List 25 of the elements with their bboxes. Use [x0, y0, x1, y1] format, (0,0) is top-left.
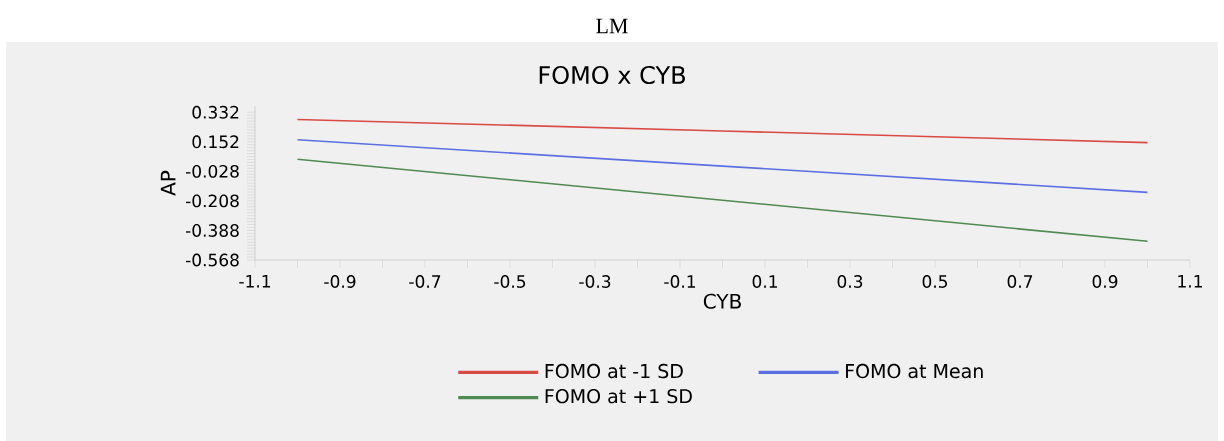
- chart-subtitle: FOMO x CYB: [539, 65, 685, 85]
- x-tick-label: 0.7: [1007, 275, 1033, 288]
- x-axis-title: CYB: [703, 293, 741, 309]
- legend-label: FOMO at +1 SD: [545, 388, 692, 404]
- y-tick-label: 0.152: [192, 135, 239, 149]
- x-tick-label: 1.1: [1178, 275, 1202, 288]
- x-tick-label: 0.9: [1092, 275, 1118, 288]
- x-tick-label: -0.1: [664, 275, 696, 288]
- x-tick-label: -1.1: [239, 275, 271, 288]
- x-tick-label: -0.5: [494, 275, 526, 288]
- y-tick-label: -0.568: [185, 253, 239, 267]
- y-tick-label: 0.332: [192, 105, 239, 119]
- legend-label: FOMO at Mean: [846, 363, 983, 379]
- x-tick-label: -0.7: [409, 275, 441, 288]
- x-tick-label: 0.1: [752, 275, 777, 288]
- y-axis-title: AP: [160, 170, 176, 196]
- y-tick-label: -0.208: [185, 194, 239, 208]
- legend-label: FOMO at -1 SD: [545, 363, 683, 379]
- x-tick-label: 0.5: [922, 275, 948, 288]
- x-tick-label: -0.3: [579, 275, 611, 288]
- x-tick-label: -0.9: [324, 275, 356, 288]
- chart-title: LM: [596, 18, 628, 34]
- y-tick-label: -0.388: [185, 224, 239, 237]
- x-tick-label: 0.3: [837, 275, 863, 288]
- y-tick-label: -0.028: [185, 164, 239, 178]
